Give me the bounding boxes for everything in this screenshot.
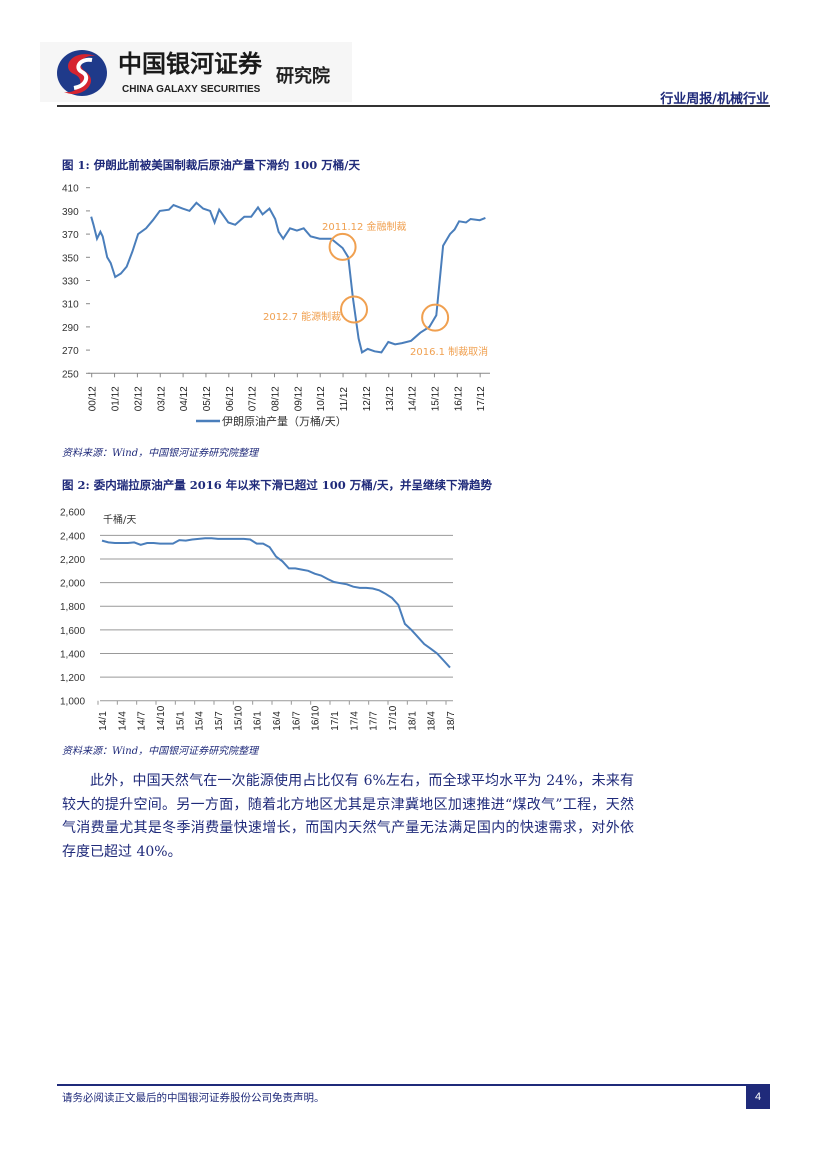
y-tick-label: 2,400 <box>60 531 85 542</box>
y-tick-label: 2,200 <box>60 555 85 566</box>
x-tick-label: 14/12 <box>408 386 419 411</box>
figure1-source: 资料来源：Wind，中国银河证券研究院整理 <box>62 448 259 459</box>
annotation-label: 2012.7 能源制裁 <box>263 310 341 323</box>
y-tick-label: 1,800 <box>60 602 85 613</box>
chart1-iran-oil-production: 410 390 370 350 330 310 290 270 250 00/12 01/12 02/… <box>62 184 490 428</box>
figure2-title: 图 2: 委内瑞拉原油产量 2016 年以来下滑已超过 100 万桶/天，并呈继… <box>62 478 492 492</box>
x-tick-label: 06/12 <box>225 386 236 411</box>
x-tick-label: 14/7 <box>137 711 148 731</box>
x-tick-label: 16/1 <box>253 711 264 731</box>
figure1-title: 图 1: 伊朗此前被美国制裁后原油产量下滑约 100 万桶/天 <box>62 158 360 172</box>
x-tick-label: 01/12 <box>111 386 122 411</box>
x-tick-label: 09/12 <box>293 386 304 411</box>
y-tick-label: 370 <box>62 230 79 241</box>
x-tick-label: 16/12 <box>453 386 464 411</box>
x-tick-label: 17/4 <box>349 711 360 731</box>
x-tick-label: 14/1 <box>98 711 109 731</box>
x-tick-label: 00/12 <box>88 386 99 411</box>
x-tick-label: 17/12 <box>476 386 487 411</box>
x-tick-label: 02/12 <box>133 386 144 411</box>
y-tick-label: 1,400 <box>60 649 85 660</box>
y-tick-label: 250 <box>62 369 79 380</box>
series-line-venezuela <box>101 537 451 669</box>
y-tick-label: 1,200 <box>60 673 85 684</box>
x-tick-label: 13/12 <box>385 386 396 411</box>
x-tick-label: 10/12 <box>316 386 327 411</box>
y-tick-label: 350 <box>62 253 79 264</box>
logo-english-name: CHINA GALAXY SECURITIES <box>122 84 261 95</box>
y-tick-label: 2,000 <box>60 579 85 590</box>
x-tick-label: 17/7 <box>369 711 380 731</box>
x-tick-label: 16/4 <box>272 711 283 731</box>
x-tick-label: 17/10 <box>388 705 399 730</box>
x-tick-label: 18/4 <box>427 711 438 731</box>
x-tick-label: 14/4 <box>117 711 128 731</box>
annotation-circle <box>328 232 357 261</box>
logo-institute: 研究院 <box>276 66 330 87</box>
x-tick-label: 14/10 <box>156 705 167 730</box>
x-tick-label: 18/1 <box>407 711 418 731</box>
legend-label: 伊朗原油产量（万桶/天） <box>222 414 347 428</box>
y-tick-label: 390 <box>62 207 79 218</box>
x-tick-label: 15/4 <box>195 711 206 731</box>
chart2-venezuela-oil-production: 2,600 2,400 2,200 2,000 1,800 1,600 1,400 1,200… <box>60 508 457 731</box>
logo <box>40 42 352 102</box>
x-tick-label: 15/1 <box>175 711 186 731</box>
footer-disclaimer: 请务必阅读正文最后的中国银河证券股份公司免责声明。 <box>62 1092 325 1104</box>
y-tick-label: 1,600 <box>60 626 85 637</box>
series-line-iran <box>90 201 486 354</box>
annotation-label: 2016.1 制裁取消 <box>410 345 488 358</box>
x-tick-label: 12/12 <box>362 386 373 411</box>
annotation-circle <box>421 303 450 332</box>
logo-chinese-name: 中国银河证券 <box>118 50 262 78</box>
galaxy-logo-icon <box>57 50 107 96</box>
figure2-source: 资料来源：Wind，中国银河证券研究院整理 <box>62 746 259 757</box>
y-tick-label: 290 <box>62 323 79 334</box>
footer-divider <box>57 1084 770 1086</box>
x-tick-label: 04/12 <box>179 386 190 411</box>
x-tick-label: 07/12 <box>248 386 259 411</box>
x-tick-label: 16/7 <box>291 711 302 731</box>
y-tick-label: 2,600 <box>60 508 85 519</box>
x-tick-label: 05/12 <box>202 386 213 411</box>
x-tick-label: 15/10 <box>233 705 244 730</box>
y-tick-label: 330 <box>62 277 79 288</box>
x-tick-label: 16/10 <box>311 705 322 730</box>
unit-label: 千桶/天 <box>103 513 136 526</box>
x-tick-label: 15/12 <box>430 386 441 411</box>
x-tick-label: 15/7 <box>214 711 225 731</box>
y-tick-label: 310 <box>62 300 79 311</box>
x-tick-label: 18/7 <box>446 711 457 731</box>
y-tick-label: 1,000 <box>60 697 85 708</box>
body-paragraph: 此外，中国天然气在一次能源使用占比仅有 6%左右，而全球平均水平为 24%，未来… <box>62 773 634 860</box>
y-tick-label: 270 <box>62 346 79 357</box>
x-tick-label: 17/1 <box>330 711 341 731</box>
y-tick-label: 410 <box>62 184 79 195</box>
header-divider <box>57 105 770 107</box>
page-number: 4 <box>746 1085 770 1109</box>
x-tick-label: 08/12 <box>271 386 282 411</box>
annotation-circle <box>340 295 369 324</box>
x-tick-label: 11/12 <box>339 387 350 412</box>
annotation-label: 2011.12 金融制裁 <box>322 220 407 233</box>
x-tick-label: 03/12 <box>156 386 167 411</box>
report-category: 行业周报/机械行业 <box>660 92 769 107</box>
